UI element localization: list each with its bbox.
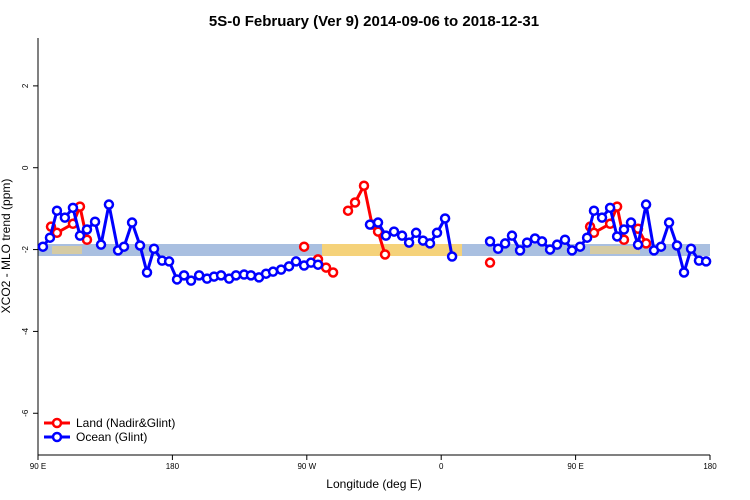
point bbox=[640, 238, 652, 249]
y-tick-label: 0 bbox=[21, 165, 30, 170]
x-tick-label: 90 E bbox=[567, 462, 583, 471]
point bbox=[349, 197, 361, 208]
point bbox=[230, 270, 242, 281]
point bbox=[655, 241, 667, 252]
point bbox=[484, 236, 496, 247]
point bbox=[74, 230, 86, 241]
land-band bbox=[322, 244, 462, 256]
point bbox=[185, 275, 197, 286]
point bbox=[671, 240, 683, 251]
point bbox=[618, 224, 630, 235]
point bbox=[484, 257, 496, 268]
x-tick-label: 180 bbox=[166, 462, 180, 471]
legend-marker bbox=[51, 431, 63, 443]
point bbox=[446, 251, 458, 262]
y-tick-label: 2 bbox=[21, 83, 30, 88]
land-band bbox=[590, 246, 640, 254]
point bbox=[521, 237, 533, 248]
point bbox=[663, 217, 675, 228]
y-tick-label: -2 bbox=[21, 245, 30, 253]
point bbox=[632, 239, 644, 250]
point bbox=[403, 237, 415, 248]
point bbox=[604, 202, 616, 214]
point bbox=[267, 266, 279, 277]
point bbox=[118, 241, 130, 252]
point bbox=[439, 213, 451, 224]
point bbox=[37, 241, 49, 252]
point bbox=[148, 243, 160, 255]
point bbox=[89, 216, 101, 227]
point bbox=[431, 227, 443, 239]
x-axis-label: Longitude (deg E) bbox=[326, 477, 421, 491]
point bbox=[364, 219, 376, 230]
point bbox=[81, 224, 93, 235]
point bbox=[410, 227, 422, 239]
x-tick-label: 180 bbox=[703, 462, 717, 471]
point bbox=[588, 227, 600, 239]
point bbox=[514, 245, 526, 256]
point bbox=[544, 244, 556, 255]
point bbox=[141, 267, 153, 278]
point bbox=[596, 212, 608, 223]
point bbox=[380, 230, 392, 241]
point bbox=[640, 199, 652, 210]
point bbox=[566, 245, 578, 256]
point bbox=[312, 259, 324, 270]
point bbox=[625, 217, 637, 228]
point bbox=[298, 241, 310, 252]
point bbox=[95, 239, 107, 250]
legend-label: Land (Nadir&Glint) bbox=[76, 416, 175, 430]
point bbox=[499, 238, 511, 249]
point bbox=[134, 240, 146, 251]
point bbox=[126, 217, 138, 228]
point bbox=[327, 267, 339, 278]
y-tick-label: -6 bbox=[21, 409, 30, 417]
point bbox=[559, 234, 571, 245]
point bbox=[245, 270, 257, 281]
chart-title: 5S-0 February (Ver 9) 2014-09-06 to 2018… bbox=[209, 13, 539, 30]
point bbox=[506, 230, 518, 241]
point bbox=[396, 230, 408, 241]
point bbox=[67, 202, 79, 214]
point bbox=[685, 243, 697, 255]
point bbox=[551, 239, 563, 250]
point bbox=[215, 270, 227, 281]
x-tick-label: 0 bbox=[439, 462, 444, 471]
point bbox=[103, 199, 115, 210]
point bbox=[51, 205, 63, 216]
point bbox=[358, 180, 370, 191]
legend-label: Ocean (Glint) bbox=[76, 430, 147, 444]
point bbox=[581, 232, 593, 243]
point bbox=[424, 238, 436, 249]
point bbox=[44, 232, 56, 243]
point bbox=[700, 256, 712, 267]
y-axis-label: XCO2 - MLO trend (ppm) bbox=[0, 179, 13, 314]
x-tick-label: 90 E bbox=[30, 462, 46, 471]
point bbox=[372, 217, 384, 228]
point bbox=[51, 227, 63, 239]
point bbox=[536, 236, 548, 247]
point bbox=[342, 205, 354, 216]
point bbox=[492, 243, 504, 255]
land-band bbox=[52, 246, 82, 254]
point bbox=[178, 270, 190, 281]
legend-marker bbox=[51, 417, 63, 429]
point bbox=[611, 231, 623, 242]
point bbox=[574, 241, 586, 252]
point bbox=[163, 256, 175, 267]
point bbox=[678, 267, 690, 278]
point bbox=[588, 205, 600, 216]
point bbox=[388, 226, 400, 237]
x-tick-label: 90 W bbox=[297, 462, 316, 471]
point bbox=[59, 212, 71, 223]
point bbox=[379, 249, 391, 260]
y-tick-label: -4 bbox=[21, 327, 30, 335]
series-line bbox=[49, 181, 648, 274]
point bbox=[283, 261, 295, 272]
point bbox=[290, 256, 302, 267]
